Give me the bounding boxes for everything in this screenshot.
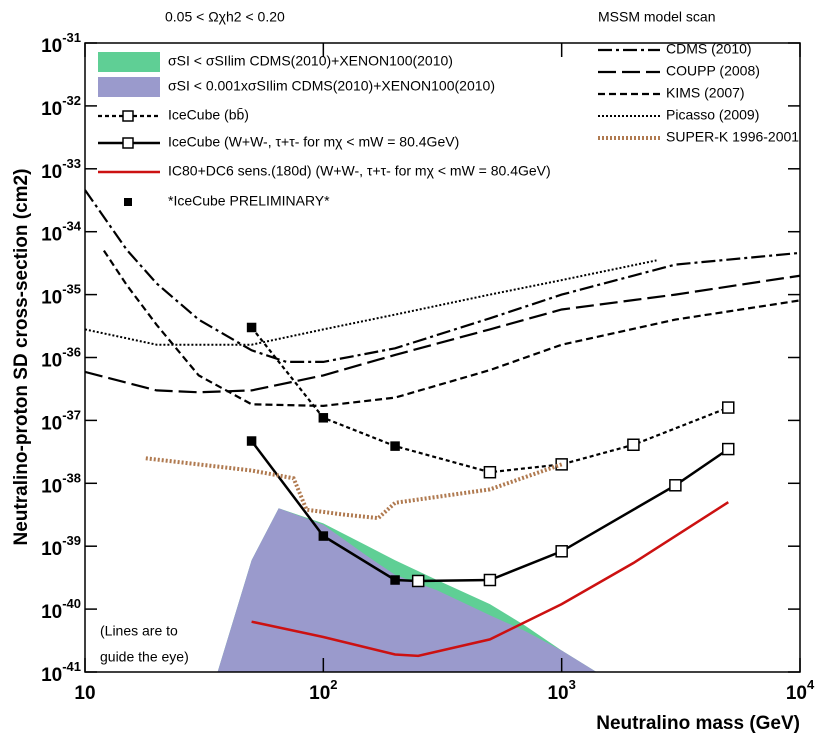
legend-text: IC80+DC6 sens.(180d) (W+W-, τ+τ- for mχ …	[168, 163, 551, 179]
tick-label: 103	[547, 677, 575, 704]
tick-label: 10-36	[41, 345, 81, 372]
annotation: MSSM model scan	[598, 9, 715, 25]
marker	[246, 436, 257, 446]
marker	[483, 573, 497, 587]
marker	[318, 413, 329, 423]
legend-swatch	[98, 52, 160, 72]
legend-marker	[122, 137, 134, 149]
area	[217, 508, 597, 672]
marker	[318, 531, 329, 541]
legend-marker	[124, 198, 132, 206]
legend-text: IceCube (bb̄)	[168, 107, 249, 123]
tick-label: 10	[74, 683, 95, 704]
legend-text: KIMS (2007)	[666, 85, 745, 101]
legend-text: IceCube (W+W-, τ+τ- for mχ < mW = 80.4Ge…	[168, 134, 459, 150]
marker	[246, 322, 257, 333]
marker	[390, 441, 400, 451]
legend-text: COUPP (2008)	[666, 63, 760, 79]
tick-label: 10-39	[41, 534, 81, 561]
tick-label: 10-40	[41, 597, 81, 624]
marker	[627, 438, 640, 452]
line	[251, 501, 729, 658]
plot	[85, 189, 800, 672]
annotation: guide the eye)	[100, 649, 189, 665]
marker	[722, 401, 735, 414]
line	[85, 189, 800, 363]
line	[85, 274, 800, 394]
line	[250, 326, 729, 474]
line	[145, 456, 563, 521]
x-axis-label: Neutralino mass (GeV)	[596, 713, 800, 734]
tick-label: 10-33	[41, 156, 81, 183]
tick-label: 10-41	[41, 659, 81, 686]
legend-marker	[122, 110, 134, 122]
tick-label: 10-37	[41, 408, 81, 435]
marker	[722, 442, 735, 456]
legend-text: σSI < σSIlim CDMS(2010)+XENON100(2010)	[168, 53, 453, 69]
tick-label: 10-34	[41, 219, 82, 246]
tick-label: 10-35	[41, 282, 81, 309]
marker	[669, 479, 682, 492]
annotation: 0.05 < Ωχh2 < 0.20	[165, 9, 285, 25]
legend-text: SUPER-K 1996-2001	[666, 129, 799, 145]
tick-label: 10-38	[41, 471, 81, 498]
legend-text: Picasso (2009)	[666, 107, 759, 123]
tick-label: 10-31	[41, 30, 81, 57]
marker	[555, 545, 568, 558]
line	[250, 440, 730, 583]
legend-text: CDMS (2010)	[666, 41, 752, 57]
line	[102, 249, 800, 408]
marker	[411, 574, 425, 588]
tick-label: 10-32	[41, 93, 81, 120]
annotation: (Lines are to	[100, 623, 178, 639]
legend-text: σSI < 0.001xσSIlim CDMS(2010)+XENON100(2…	[168, 78, 495, 94]
tick-label: 102	[309, 677, 337, 704]
legend-text: *IceCube PRELIMINARY*	[168, 193, 330, 209]
line	[85, 259, 657, 346]
tick-label: 104	[786, 677, 815, 704]
legend-swatch	[98, 77, 160, 97]
marker	[483, 465, 497, 479]
marker	[390, 575, 400, 585]
y-axis-label: Neutralino-proton SD cross-section (cm2)	[11, 169, 32, 546]
